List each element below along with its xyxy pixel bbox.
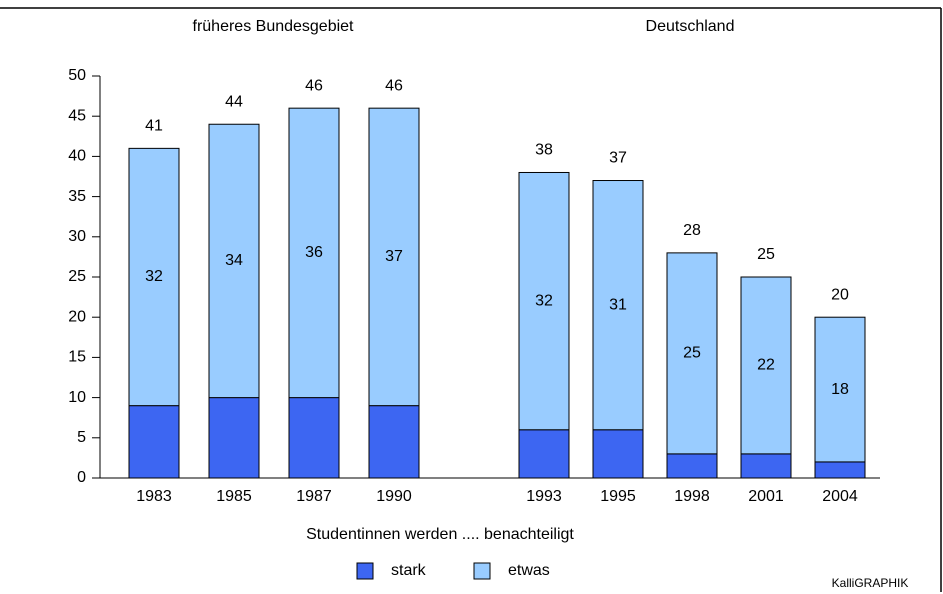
value-label: 32 [145,268,163,285]
y-tick-label: 0 [77,469,86,486]
total-label: 41 [145,118,163,135]
total-label: 25 [757,246,775,263]
y-tick-label: 25 [68,268,86,285]
y-tick-label: 10 [68,389,86,406]
value-label: 36 [305,244,323,261]
y-tick-label: 35 [68,188,86,205]
bar-segment [740,453,792,479]
legend-title: Studentinnen werden .... benachteiligt [306,526,574,543]
bar-segment [288,107,340,399]
bar-segment [518,171,570,431]
total-label: 38 [535,142,553,159]
value-label: 31 [609,296,627,313]
bar-segment [128,405,180,479]
group-label: früheres Bundesgebiet [193,18,355,35]
y-tick-label: 40 [68,148,86,165]
value-label: 18 [831,381,849,398]
source: KalliGRAPHIK [832,576,909,590]
y-tick-label: 45 [68,107,86,124]
bar-segment [208,397,260,479]
bar-segment [368,107,420,407]
x-tick-label: 1995 [600,488,636,505]
value-label: 34 [225,252,243,269]
total-label: 20 [831,286,849,303]
group-label: Deutschland [646,18,735,35]
legend-label: etwas [508,562,550,579]
x-tick-label: 1998 [674,488,710,505]
bar-segment [368,405,420,479]
value-label: 37 [385,248,403,265]
x-tick-label: 1990 [376,488,412,505]
x-tick-label: 2004 [822,488,858,505]
x-tick-label: 1983 [136,488,172,505]
bar-segment [518,429,570,479]
y-tick-label: 30 [68,228,86,245]
y-tick-label: 50 [68,67,86,84]
bar-segment [666,453,718,479]
x-tick-label: 1987 [296,488,332,505]
value-label: 32 [535,292,553,309]
x-tick-label: 1985 [216,488,252,505]
bar-segment [128,147,180,407]
bar-segment [666,252,718,455]
bar-segment [592,180,644,431]
bar-segment [814,461,866,479]
bar-segment [740,276,792,455]
bar-segment [288,397,340,479]
total-label: 37 [609,150,627,167]
legend-swatch [356,562,374,580]
bar-segment [814,316,866,463]
value-label: 22 [757,357,775,374]
y-tick-label: 20 [68,308,86,325]
y-tick-label: 5 [77,429,86,446]
x-tick-label: 2001 [748,488,784,505]
bar-segment [592,429,644,479]
legend-label: stark [391,562,427,579]
legend-swatch [473,562,491,580]
total-label: 28 [683,222,701,239]
total-label: 46 [305,77,323,94]
total-label: 44 [225,93,243,110]
y-tick-label: 15 [68,349,86,366]
bar-segment [208,123,260,399]
x-tick-label: 1993 [526,488,562,505]
value-label: 25 [683,345,701,362]
total-label: 46 [385,77,403,94]
